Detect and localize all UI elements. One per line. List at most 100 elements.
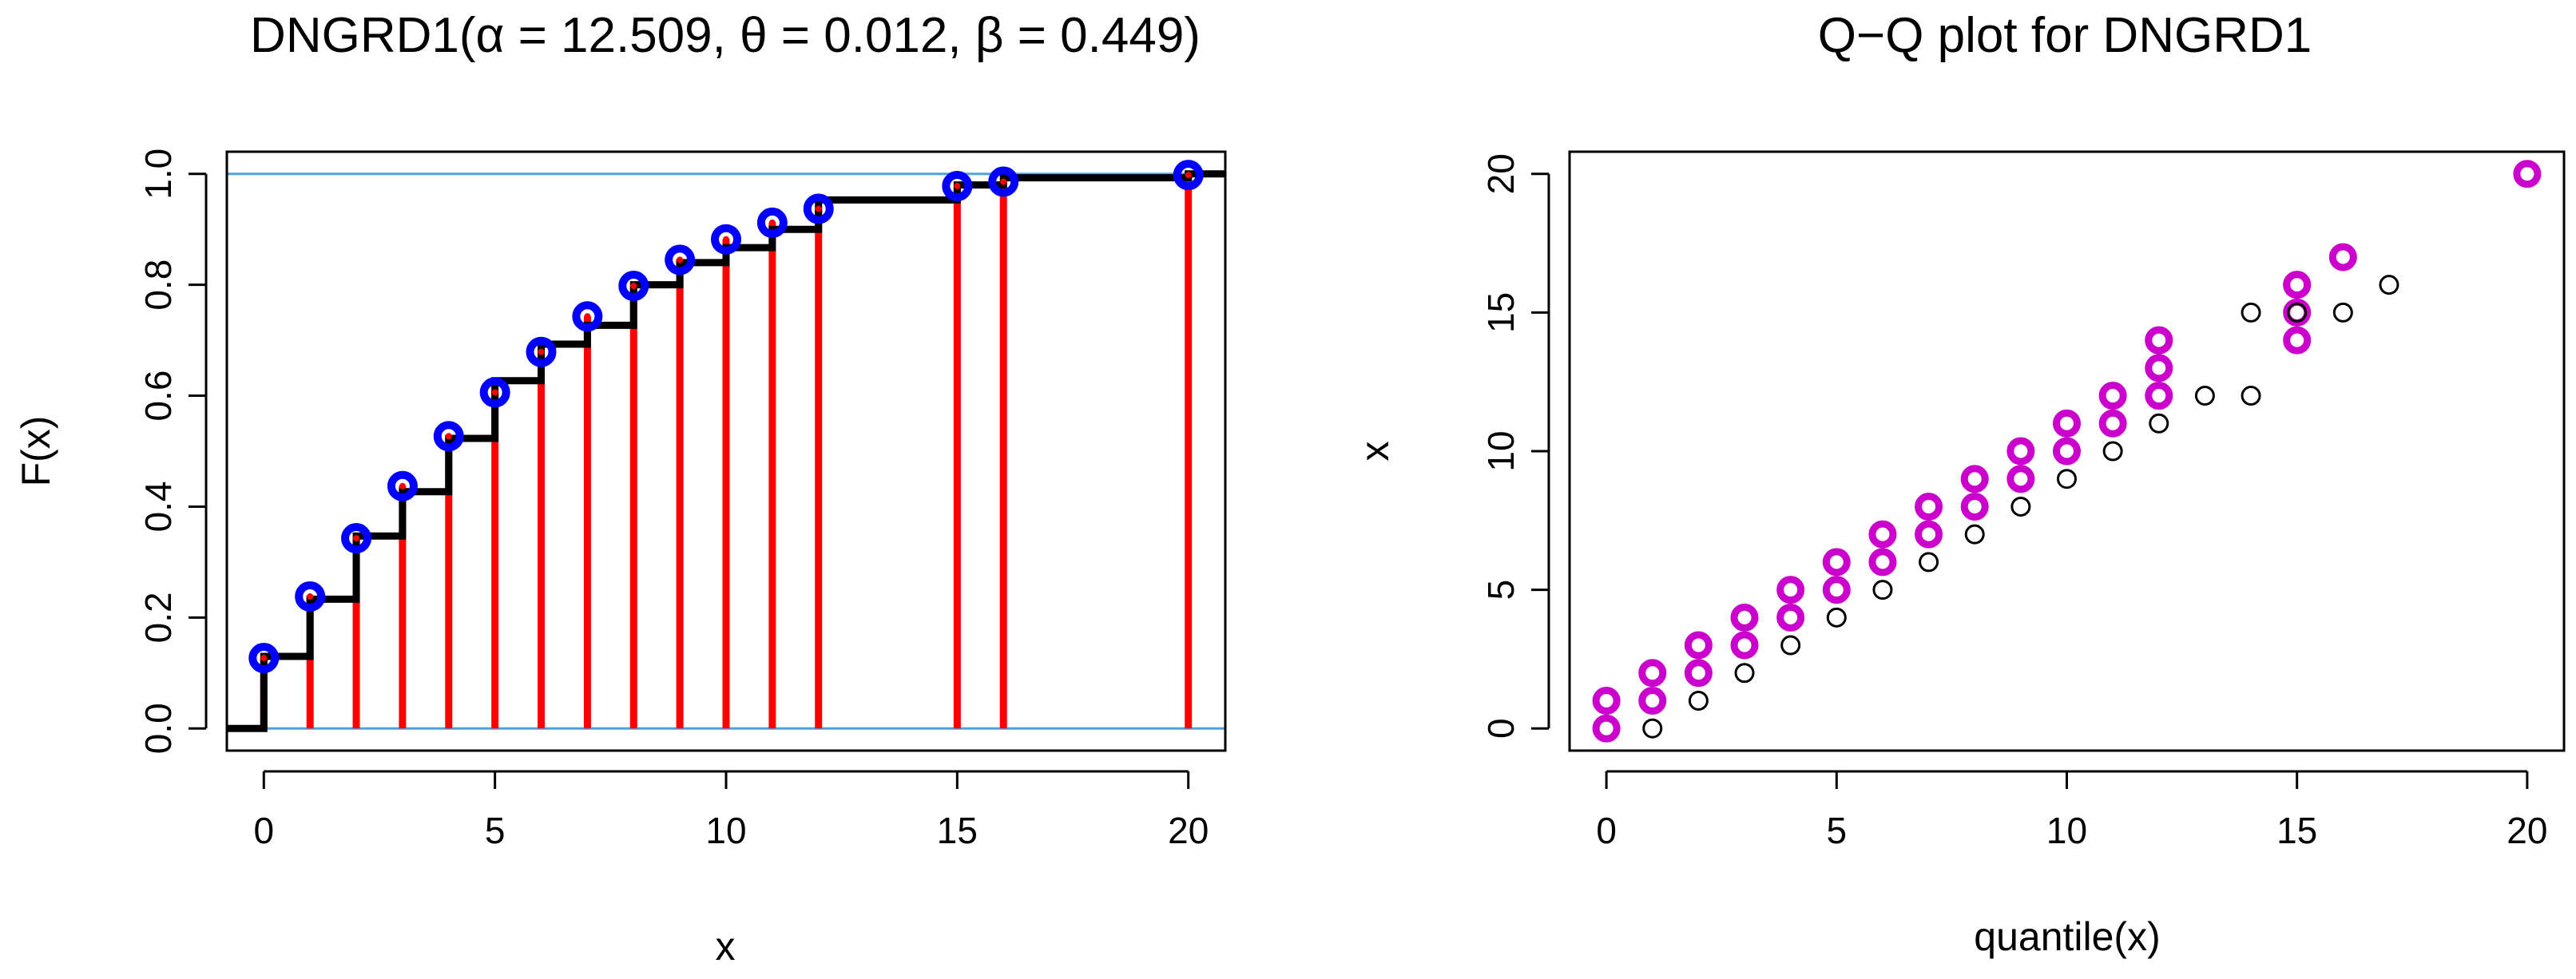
ecdf-x-tick-label: 15 bbox=[937, 810, 978, 851]
qq-theoretical-point bbox=[2241, 386, 2261, 406]
qq-sample-point bbox=[2145, 382, 2173, 410]
qq-sample-point bbox=[2513, 160, 2542, 188]
ecdf-x-tick-label: 0 bbox=[253, 810, 274, 851]
qq-theoretical-point bbox=[2194, 386, 2215, 406]
ecdf-fitted-point-center bbox=[677, 256, 684, 264]
qq-theoretical-point bbox=[2287, 302, 2308, 323]
qq-theoretical-point bbox=[1919, 552, 1939, 573]
qq-sample-point bbox=[2283, 298, 2312, 327]
qq-x-tick-label: 20 bbox=[2507, 810, 2547, 851]
qq-sample-point bbox=[1776, 576, 1805, 604]
ecdf-y-tick-label: 0.8 bbox=[137, 260, 179, 311]
qq-y-axis-label: x bbox=[1352, 442, 1397, 462]
ecdf-fitted-point bbox=[295, 581, 326, 612]
ecdf-y-tick-label: 0.6 bbox=[137, 371, 179, 422]
ecdf-x-tick-label: 5 bbox=[485, 810, 506, 851]
ecdf-x-axis: 0 5 10 15 20 bbox=[253, 770, 1209, 851]
ecdf-fitted-point bbox=[341, 523, 372, 554]
ecdf-fitted-point bbox=[756, 207, 788, 238]
qq-sample-point bbox=[1592, 714, 1621, 743]
ecdf-fitted-point bbox=[665, 244, 696, 275]
qq-sample-point bbox=[1638, 659, 1667, 688]
ecdf-y-axis-label: F(x) bbox=[14, 416, 58, 487]
ecdf-fitted-point bbox=[479, 377, 510, 408]
qq-sample-point bbox=[2283, 326, 2312, 355]
ecdf-fitted-point-center bbox=[723, 236, 729, 243]
qq-theoretical-point bbox=[1688, 691, 1709, 711]
ecdf-fitted-point-center bbox=[307, 593, 314, 600]
ecdf-fitted-point bbox=[526, 336, 557, 367]
ecdf-fitted-point-center bbox=[815, 205, 822, 212]
qq-sample-point bbox=[1638, 687, 1667, 715]
ecdf-fitted-point-center bbox=[1185, 172, 1192, 179]
qq-x-tick-label: 10 bbox=[2046, 810, 2087, 851]
ecdf-x-axis-label: x bbox=[716, 924, 736, 969]
qq-sample-point bbox=[1592, 687, 1621, 715]
ecdf-fitted-point-center bbox=[445, 433, 452, 440]
qq-sample-point bbox=[2098, 409, 2127, 438]
qq-y-tick-label: 20 bbox=[1480, 153, 1522, 194]
qq-sample-point bbox=[1684, 659, 1713, 688]
ecdf-fitted-point bbox=[618, 271, 649, 302]
ecdf-fitted-point bbox=[803, 193, 834, 224]
qq-sample-point bbox=[2053, 409, 2081, 438]
qq-theoretical-point bbox=[2010, 496, 2031, 517]
qq-sample-point bbox=[1822, 548, 1851, 577]
qq-y-tick-label: 15 bbox=[1480, 292, 1522, 333]
qq-x-axis: 0 5 10 15 20 bbox=[1596, 770, 2547, 851]
qq-y-tick-label: 10 bbox=[1480, 430, 1522, 471]
ecdf-fitted-point bbox=[433, 421, 464, 452]
ecdf-title: DNGRD1(α = 12.509, θ = 0.012, β = 0.449) bbox=[250, 8, 1201, 63]
qq-sample-point bbox=[2053, 437, 2081, 466]
ecdf-fitted-point-center bbox=[399, 482, 406, 490]
qq-theoretical-point bbox=[1964, 524, 1985, 545]
ecdf-fitted-point bbox=[572, 301, 603, 332]
ecdf-fitted-point-center bbox=[260, 655, 268, 662]
qq-y-tick-label: 5 bbox=[1480, 580, 1522, 600]
ecdf-x-tick-label: 20 bbox=[1168, 810, 1209, 851]
qq-sample-point bbox=[1730, 603, 1759, 632]
ecdf-fitted-point-center bbox=[538, 348, 545, 355]
ecdf-y-axis: 0.0 0.2 0.4 0.6 0.8 1.0 bbox=[137, 149, 208, 754]
ecdf-fitted-point bbox=[248, 643, 280, 674]
qq-theoretical-point bbox=[2057, 469, 2077, 490]
ecdf-y-tick-label: 0.2 bbox=[137, 592, 179, 643]
qq-sample-point bbox=[1960, 492, 1989, 521]
qq-theoretical-point bbox=[1826, 607, 1847, 628]
qq-x-tick-label: 15 bbox=[2276, 810, 2317, 851]
qq-sample-point bbox=[2006, 465, 2035, 493]
qq-theoretical-point bbox=[2241, 302, 2261, 323]
qq-sample-point bbox=[1776, 603, 1805, 632]
ecdf-y-tick-label: 1.0 bbox=[137, 149, 179, 200]
qq-sample-point bbox=[1960, 465, 1989, 493]
qq-x-tick-label: 0 bbox=[1596, 810, 1617, 851]
ecdf-fitted-point bbox=[387, 470, 418, 501]
qq-theoretical-point bbox=[2379, 275, 2399, 295]
qq-sample-point bbox=[1915, 520, 1943, 549]
ecdf-fitted-point bbox=[942, 171, 973, 202]
qq-sample-point bbox=[2283, 271, 2312, 299]
qq-y-tick-label: 0 bbox=[1480, 718, 1522, 739]
qq-sample-point bbox=[2328, 243, 2357, 272]
ecdf-step-line bbox=[227, 170, 1225, 732]
qq-sample-point bbox=[2145, 326, 2173, 355]
ecdf-y-tick-label: 0.0 bbox=[137, 703, 179, 754]
ecdf-fitted-point bbox=[988, 166, 1019, 197]
qq-sample-point bbox=[2006, 437, 2035, 466]
ecdf-fitted-point-center bbox=[353, 535, 360, 542]
qq-theoretical-point bbox=[1642, 718, 1663, 739]
ecdf-fitted-point-center bbox=[954, 183, 961, 190]
qq-theoretical-point bbox=[2332, 302, 2353, 323]
ecdf-x-tick-label: 10 bbox=[705, 810, 746, 851]
ecdf-plot-frame bbox=[225, 150, 1227, 752]
qq-theoretical-point bbox=[2102, 441, 2123, 462]
ecdf-fitted-point-center bbox=[584, 313, 591, 320]
ecdf-fitted-point bbox=[1173, 160, 1204, 191]
qq-sample-point bbox=[2145, 354, 2173, 382]
qq-theoretical-point bbox=[1872, 580, 1893, 600]
qq-plot-area bbox=[1592, 160, 2542, 743]
qq-sample-point bbox=[1915, 492, 1943, 521]
qq-theoretical-point bbox=[1780, 635, 1801, 656]
qq-y-axis: 0 5 10 15 20 bbox=[1480, 153, 1550, 739]
